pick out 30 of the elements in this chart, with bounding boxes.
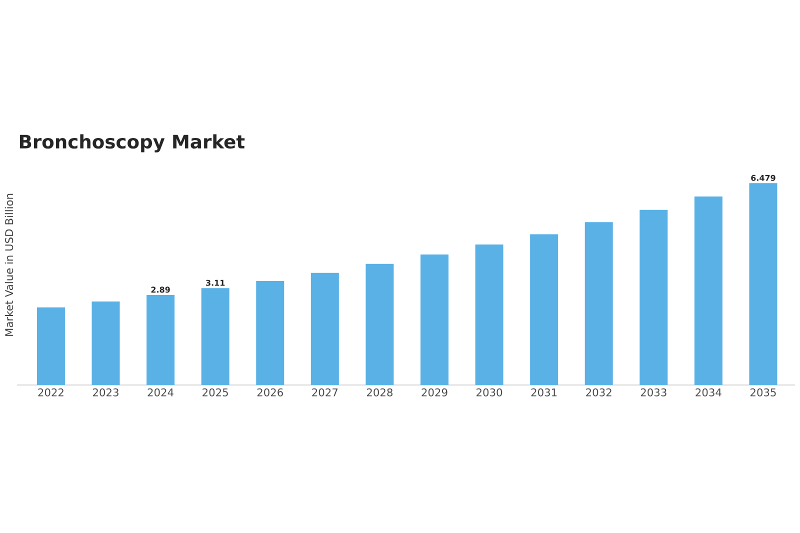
bar — [310, 272, 339, 385]
x-tick-label: 2034 — [696, 388, 722, 396]
x-tick-label: 2024 — [148, 388, 174, 396]
x-tick-label: 2030 — [476, 388, 502, 396]
x-tick-label: 2023 — [93, 388, 118, 396]
chart-title: Bronchoscopy Market — [20, 134, 245, 152]
bar — [584, 222, 613, 385]
bar — [201, 288, 230, 385]
bar — [749, 183, 778, 385]
bar — [146, 294, 175, 385]
bar — [36, 307, 65, 385]
x-tick-label: 2028 — [366, 388, 392, 396]
x-tick-label: 2026 — [257, 388, 283, 396]
x-tick-label: 2032 — [586, 388, 612, 396]
bar — [256, 280, 284, 385]
y-axis-title: Market Value in USD Billion — [4, 194, 14, 336]
bar — [694, 196, 722, 385]
x-tick-label: 2035 — [750, 388, 776, 396]
bar — [640, 210, 668, 385]
bar — [420, 254, 448, 385]
x-tick-label: 2025 — [202, 388, 228, 396]
x-tick-label: 2033 — [640, 388, 666, 396]
x-tick-label: 2029 — [422, 388, 448, 396]
x-tick-label: 2027 — [312, 388, 338, 396]
bar — [475, 244, 504, 385]
bar — [366, 264, 394, 385]
bar — [92, 302, 120, 385]
bar — [530, 234, 558, 385]
x-tick-label: 2022 — [38, 388, 64, 396]
x-tick-label: 2031 — [531, 388, 557, 396]
